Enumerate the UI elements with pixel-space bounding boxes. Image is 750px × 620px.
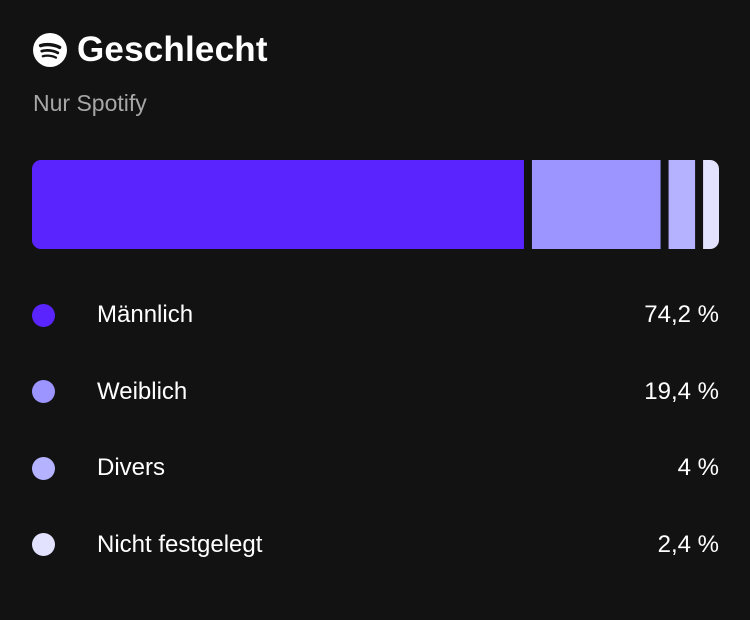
legend-dot-icon [32, 533, 55, 557]
legend-item: Divers 4 % [32, 430, 719, 507]
bar-segment-3 [668, 160, 696, 249]
legend-dot-icon [32, 380, 55, 404]
legend-item: Weiblich 19,4 % [32, 354, 719, 431]
stacked-bar-svg [32, 160, 719, 249]
legend-dot-icon [32, 303, 55, 327]
bar-segment-4 [703, 160, 719, 249]
legend-label: Weiblich [97, 377, 188, 405]
legend-value: 2,4 % [657, 530, 719, 558]
legend-value: 4 % [677, 454, 719, 482]
bar-segment-2 [531, 160, 661, 249]
legend-label: Männlich [97, 301, 194, 329]
legend-label: Nicht festgelegt [97, 530, 263, 558]
bar-segment-1 [32, 160, 524, 249]
chart-subtitle: Nur Spotify [33, 90, 147, 116]
legend-item: Männlich 74,2 % [32, 277, 719, 354]
legend-value: 19,4 % [644, 377, 719, 405]
chart-header: Geschlecht [33, 28, 268, 72]
chart-title: Geschlecht [77, 30, 268, 69]
legend-label: Divers [97, 454, 166, 482]
legend-value: 74,2 % [644, 301, 719, 329]
legend-item: Nicht festgelegt 2,4 % [32, 507, 719, 584]
spotify-logo-icon [33, 33, 67, 67]
stacked-bar [32, 160, 719, 249]
legend: Männlich 74,2 % Weiblich 19,4 % Divers 4 % Nic… [32, 277, 719, 583]
legend-dot-icon [32, 456, 55, 480]
